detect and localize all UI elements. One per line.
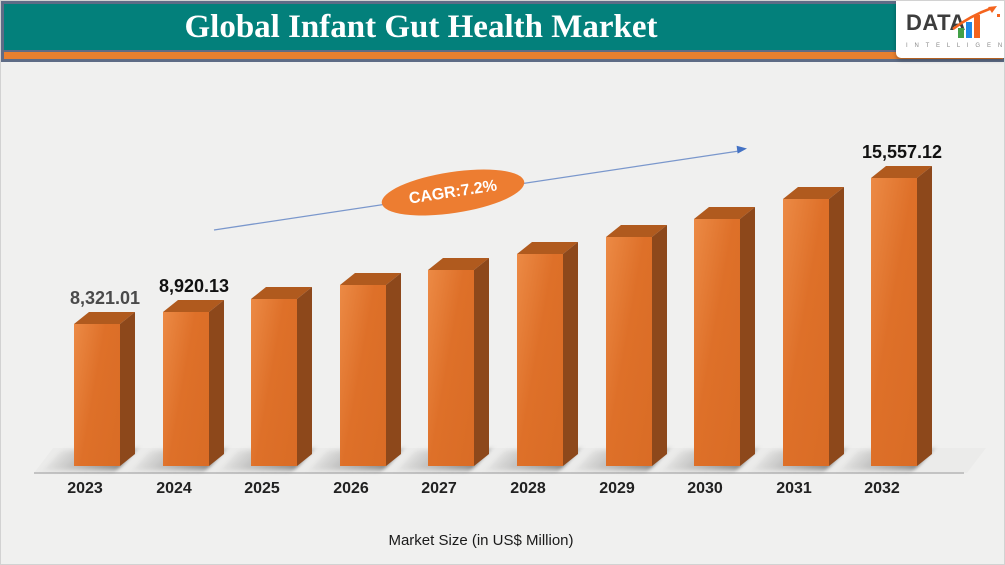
year-label-2025: 2025	[244, 480, 280, 497]
logo-subtitle: I N T E L L I G E N C E	[906, 43, 1005, 49]
bar-side-face-2025	[297, 286, 312, 466]
bar-2032	[871, 178, 917, 466]
bar-side-face-2024	[209, 299, 224, 466]
bar-2026	[340, 285, 386, 466]
bar-2030	[694, 219, 740, 466]
year-label-2024: 2024	[156, 480, 192, 497]
page-title: Global Infant Gut Health Market	[184, 9, 658, 45]
bar-side-face-2028	[563, 241, 578, 466]
year-label-2029: 2029	[599, 480, 635, 497]
year-label-2026: 2026	[333, 480, 369, 497]
year-label-2028: 2028	[510, 480, 546, 497]
bar-2028	[517, 254, 563, 466]
value-label-2032: 15,557.12	[861, 142, 943, 162]
axis-caption: Market Size (in US$ Million)	[388, 532, 574, 549]
header-banner: Global Infant Gut Health Market	[1, 1, 1004, 62]
x-axis-line	[34, 472, 964, 474]
bar-side-face-2027	[474, 257, 489, 466]
bar-side-face-2026	[386, 272, 401, 466]
data-intelligence-logo: DATA I N T E L L I G E N C E	[896, 1, 1004, 58]
bar-2025	[251, 299, 297, 466]
bar-2031	[783, 199, 829, 466]
year-label-2030: 2030	[687, 480, 723, 497]
bar-2027	[428, 270, 474, 466]
logo-bar-orange-icon	[974, 15, 980, 38]
bar-2029	[606, 237, 652, 466]
cagr-label: CAGR:7.2%	[407, 176, 499, 208]
bar-side-face-2031	[829, 186, 844, 466]
bar-side-face-2032	[917, 165, 932, 466]
header-accent-strip	[4, 50, 1003, 59]
bar-side-face-2029	[652, 224, 667, 466]
bar-side-face-2030	[740, 206, 755, 466]
year-label-2031: 2031	[776, 480, 812, 497]
value-label-2024: 8,920.13	[158, 276, 230, 296]
year-label-2032: 2032	[864, 480, 900, 497]
logo-wordmark: DATA	[906, 10, 966, 35]
bar-2023	[74, 324, 120, 466]
bar-2024	[163, 312, 209, 466]
logo-bar-green-icon	[958, 28, 964, 38]
year-label-2023: 2023	[67, 480, 103, 497]
year-label-2027: 2027	[421, 480, 457, 497]
logo-bar-blue-icon	[966, 22, 972, 38]
bar-side-face-2023	[120, 311, 135, 466]
value-label-2023: 8,321.01	[69, 288, 141, 308]
